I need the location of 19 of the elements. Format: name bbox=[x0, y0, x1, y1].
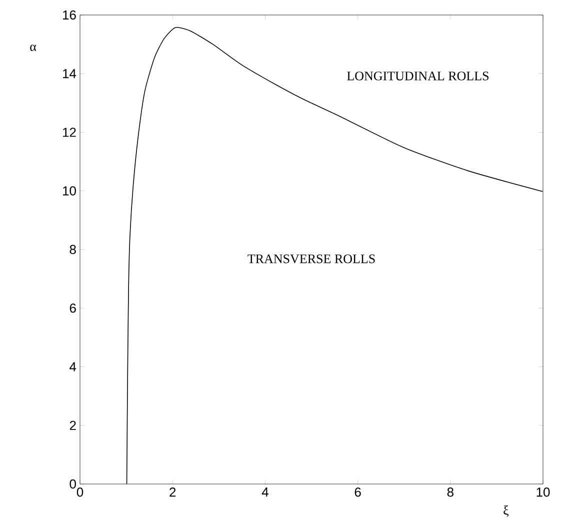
y-tick-label: 12 bbox=[63, 128, 76, 137]
x-tick-label: 8 bbox=[447, 488, 454, 497]
y-tick-label: 4 bbox=[70, 362, 76, 372]
annotation: LONGITUDINAL ROLLS bbox=[347, 72, 488, 80]
y-axis-title: α bbox=[30, 44, 36, 51]
y-tick-label: 2 bbox=[70, 420, 76, 430]
x-tick-label: 0 bbox=[76, 488, 84, 497]
y-tick-label: 8 bbox=[70, 244, 76, 254]
y-tick-label: 14 bbox=[63, 69, 76, 78]
x-tick-label: 6 bbox=[354, 488, 361, 497]
y-tick-label: 6 bbox=[70, 304, 76, 313]
y-tick-label: 16 bbox=[63, 10, 76, 20]
y-tick-label: 0 bbox=[70, 479, 76, 489]
x-tick-label: 10 bbox=[536, 488, 550, 497]
annotation: TRANSVERSE ROLLS bbox=[248, 254, 375, 264]
x-axis-title: ξ bbox=[504, 506, 509, 517]
y-tick-label: 10 bbox=[63, 186, 76, 196]
x-tick-label: 4 bbox=[262, 488, 268, 496]
x-tick-label: 2 bbox=[170, 488, 176, 497]
